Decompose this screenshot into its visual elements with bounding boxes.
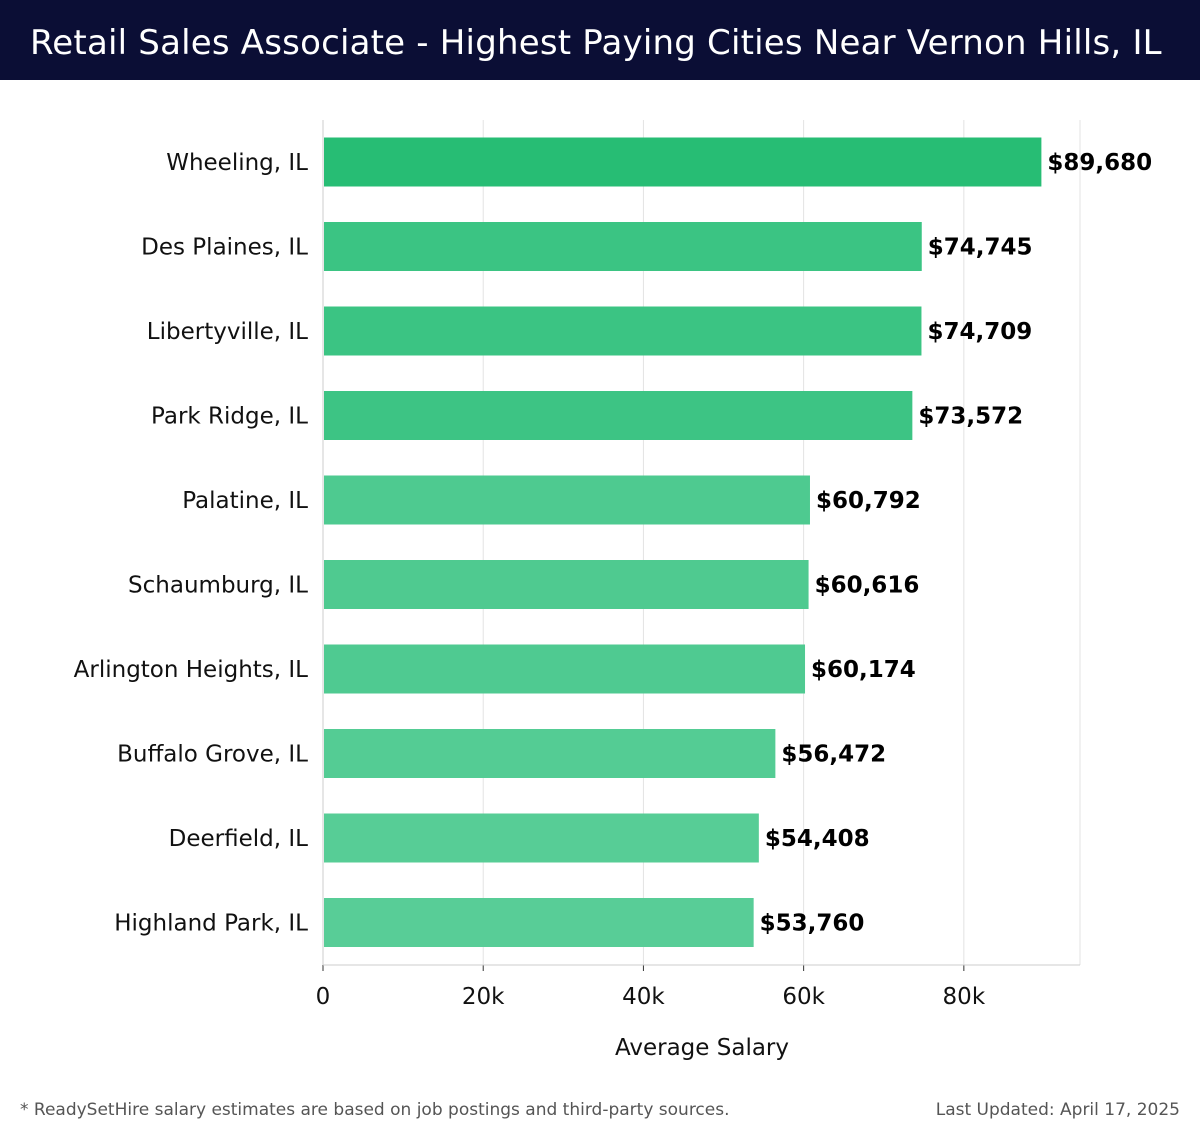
value-label: $53,760	[760, 911, 865, 937]
bar	[324, 137, 1042, 187]
x-tick-label: 20k	[462, 984, 505, 1010]
bar	[324, 729, 776, 778]
bar	[324, 644, 806, 694]
header-banner: Retail Sales Associate - Highest Paying …	[0, 0, 1200, 80]
value-label: $74,745	[928, 235, 1033, 261]
x-tick-label: 60k	[782, 984, 825, 1010]
x-tick-label: 0	[316, 984, 331, 1010]
bar	[324, 391, 913, 440]
axis-layer: 0 20k 40k 60k 80k Wheeling, IL $89,680 Des Plai…	[74, 120, 1152, 1010]
category-label: Buffalo Grove, IL	[117, 742, 308, 768]
category-label: Palatine, IL	[182, 488, 308, 514]
page-title: Retail Sales Associate - Highest Paying …	[30, 23, 1162, 63]
bar	[324, 898, 754, 947]
category-label: Arlington Heights, IL	[74, 657, 309, 683]
category-label: Des Plaines, IL	[141, 235, 308, 261]
value-label: $60,174	[811, 657, 916, 683]
x-tick-label: 80k	[943, 984, 986, 1010]
value-label: $60,792	[816, 488, 921, 514]
category-label: Deerfield, IL	[169, 826, 309, 852]
value-label: $54,408	[765, 826, 870, 852]
bar	[324, 222, 922, 271]
bar	[324, 475, 810, 525]
bar-layer	[324, 137, 1042, 947]
bar	[324, 306, 922, 356]
bar	[324, 813, 759, 863]
x-axis-title: Average Salary	[615, 1035, 789, 1061]
value-label: $73,572	[918, 404, 1023, 430]
category-label: Park Ridge, IL	[151, 404, 308, 430]
category-label: Wheeling, IL	[166, 150, 308, 176]
salary-bar-chart: 0 20k 40k 60k 80k Wheeling, IL $89,680 Des Plai…	[74, 120, 1152, 1061]
value-label: $60,616	[815, 573, 920, 599]
footer-disclaimer: * ReadySetHire salary estimates are base…	[20, 1100, 730, 1120]
category-label: Highland Park, IL	[114, 911, 308, 937]
value-label: $74,709	[927, 319, 1032, 345]
value-label: $56,472	[781, 742, 886, 768]
bar	[324, 560, 809, 609]
value-label: $89,680	[1047, 150, 1152, 176]
x-tick-label: 40k	[622, 984, 665, 1010]
category-label: Libertyville, IL	[147, 319, 308, 345]
category-label: Schaumburg, IL	[128, 573, 308, 599]
footer-last-updated: Last Updated: April 17, 2025	[935, 1100, 1180, 1120]
